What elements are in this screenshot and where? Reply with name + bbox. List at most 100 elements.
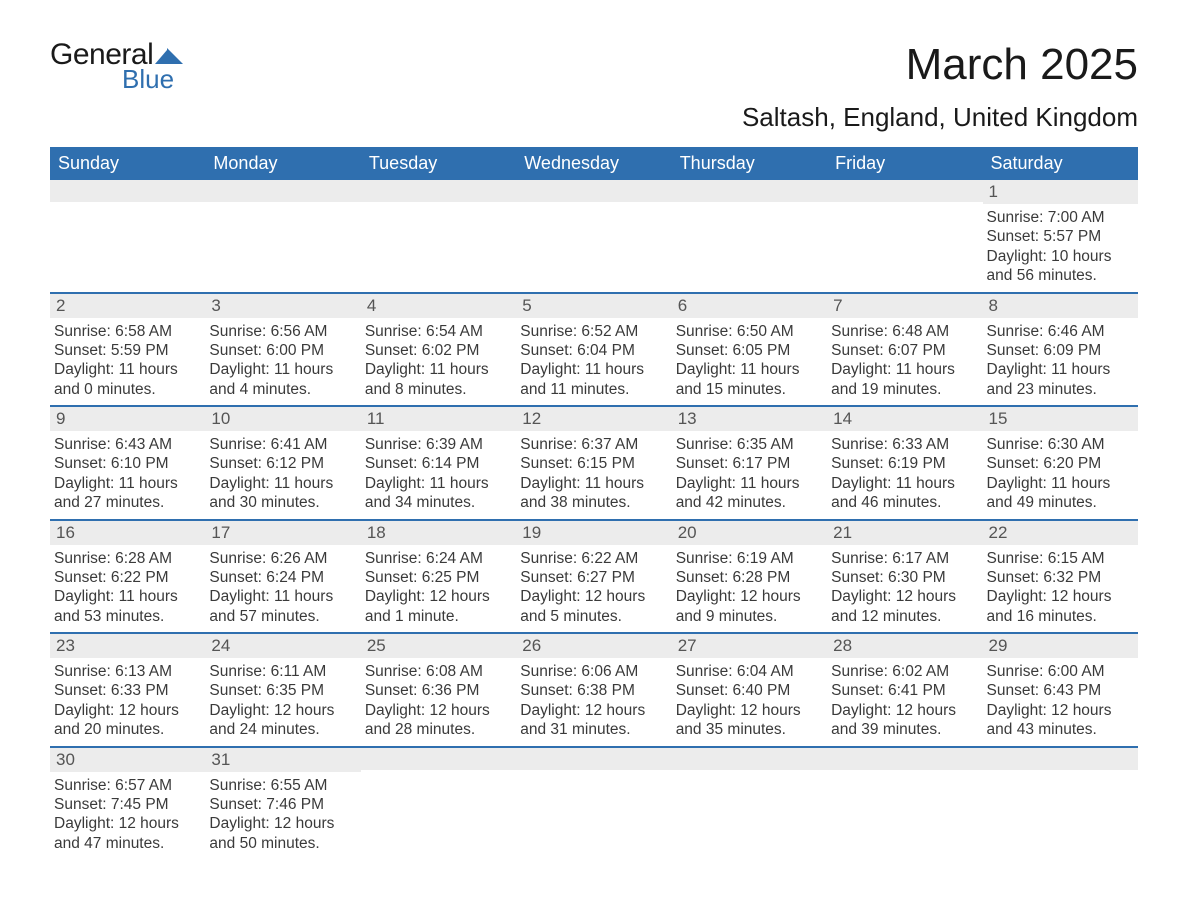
day-body bbox=[361, 202, 516, 272]
day-body: Sunrise: 7:00 AMSunset: 5:57 PMDaylight:… bbox=[983, 204, 1138, 292]
day-daylight: Daylight: 11 hours and 38 minutes. bbox=[520, 474, 667, 513]
day-body: Sunrise: 6:11 AMSunset: 6:35 PMDaylight:… bbox=[205, 658, 360, 746]
day-daylight: Daylight: 12 hours and 35 minutes. bbox=[676, 701, 823, 740]
day-sunset: Sunset: 5:59 PM bbox=[54, 341, 201, 360]
day-daylight: Daylight: 12 hours and 9 minutes. bbox=[676, 587, 823, 626]
day-sunrise: Sunrise: 6:58 AM bbox=[54, 322, 201, 341]
day-sunrise: Sunrise: 7:00 AM bbox=[987, 208, 1134, 227]
day-cell: 16Sunrise: 6:28 AMSunset: 6:22 PMDayligh… bbox=[50, 521, 205, 633]
day-number: 18 bbox=[361, 521, 516, 545]
day-sunrise: Sunrise: 6:52 AM bbox=[520, 322, 667, 341]
day-sunrise: Sunrise: 6:19 AM bbox=[676, 549, 823, 568]
day-cell: 27Sunrise: 6:04 AMSunset: 6:40 PMDayligh… bbox=[672, 634, 827, 746]
day-daylight: Daylight: 11 hours and 23 minutes. bbox=[987, 360, 1134, 399]
day-number: 24 bbox=[205, 634, 360, 658]
day-sunset: Sunset: 6:12 PM bbox=[209, 454, 356, 473]
day-sunset: Sunset: 6:38 PM bbox=[520, 681, 667, 700]
day-sunset: Sunset: 6:07 PM bbox=[831, 341, 978, 360]
week-row: 16Sunrise: 6:28 AMSunset: 6:22 PMDayligh… bbox=[50, 519, 1138, 633]
day-daylight: Daylight: 11 hours and 11 minutes. bbox=[520, 360, 667, 399]
day-body: Sunrise: 6:13 AMSunset: 6:33 PMDaylight:… bbox=[50, 658, 205, 746]
day-daylight: Daylight: 12 hours and 12 minutes. bbox=[831, 587, 978, 626]
day-body: Sunrise: 6:26 AMSunset: 6:24 PMDaylight:… bbox=[205, 545, 360, 633]
day-number bbox=[516, 180, 671, 202]
day-number bbox=[50, 180, 205, 202]
day-cell: 13Sunrise: 6:35 AMSunset: 6:17 PMDayligh… bbox=[672, 407, 827, 519]
day-daylight: Daylight: 11 hours and 8 minutes. bbox=[365, 360, 512, 399]
day-body: Sunrise: 6:41 AMSunset: 6:12 PMDaylight:… bbox=[205, 431, 360, 519]
day-cell: 20Sunrise: 6:19 AMSunset: 6:28 PMDayligh… bbox=[672, 521, 827, 633]
day-cell: 26Sunrise: 6:06 AMSunset: 6:38 PMDayligh… bbox=[516, 634, 671, 746]
day-sunrise: Sunrise: 6:48 AM bbox=[831, 322, 978, 341]
day-cell: 18Sunrise: 6:24 AMSunset: 6:25 PMDayligh… bbox=[361, 521, 516, 633]
day-sunrise: Sunrise: 6:56 AM bbox=[209, 322, 356, 341]
day-sunrise: Sunrise: 6:30 AM bbox=[987, 435, 1134, 454]
day-body: Sunrise: 6:35 AMSunset: 6:17 PMDaylight:… bbox=[672, 431, 827, 519]
day-body: Sunrise: 6:50 AMSunset: 6:05 PMDaylight:… bbox=[672, 318, 827, 406]
day-body: Sunrise: 6:17 AMSunset: 6:30 PMDaylight:… bbox=[827, 545, 982, 633]
day-sunset: Sunset: 6:10 PM bbox=[54, 454, 201, 473]
day-number: 11 bbox=[361, 407, 516, 431]
day-sunrise: Sunrise: 6:57 AM bbox=[54, 776, 201, 795]
day-number: 3 bbox=[205, 294, 360, 318]
day-body: Sunrise: 6:43 AMSunset: 6:10 PMDaylight:… bbox=[50, 431, 205, 519]
day-sunset: Sunset: 6:32 PM bbox=[987, 568, 1134, 587]
day-daylight: Daylight: 11 hours and 0 minutes. bbox=[54, 360, 201, 399]
day-body: Sunrise: 6:28 AMSunset: 6:22 PMDaylight:… bbox=[50, 545, 205, 633]
day-cell: 7Sunrise: 6:48 AMSunset: 6:07 PMDaylight… bbox=[827, 294, 982, 406]
day-number: 28 bbox=[827, 634, 982, 658]
day-number bbox=[205, 180, 360, 202]
day-cell: 25Sunrise: 6:08 AMSunset: 6:36 PMDayligh… bbox=[361, 634, 516, 746]
day-cell: 2Sunrise: 6:58 AMSunset: 5:59 PMDaylight… bbox=[50, 294, 205, 406]
day-sunset: Sunset: 6:05 PM bbox=[676, 341, 823, 360]
logo-text-blue: Blue bbox=[122, 66, 183, 92]
day-body: Sunrise: 6:00 AMSunset: 6:43 PMDaylight:… bbox=[983, 658, 1138, 746]
day-number: 9 bbox=[50, 407, 205, 431]
day-cell: 31Sunrise: 6:55 AMSunset: 7:46 PMDayligh… bbox=[205, 748, 360, 860]
day-sunrise: Sunrise: 6:08 AM bbox=[365, 662, 512, 681]
day-sunrise: Sunrise: 6:02 AM bbox=[831, 662, 978, 681]
week-row: 1Sunrise: 7:00 AMSunset: 5:57 PMDaylight… bbox=[50, 180, 1138, 292]
dow-cell: Thursday bbox=[672, 147, 827, 180]
day-body: Sunrise: 6:24 AMSunset: 6:25 PMDaylight:… bbox=[361, 545, 516, 633]
day-number: 26 bbox=[516, 634, 671, 658]
day-sunrise: Sunrise: 6:50 AM bbox=[676, 322, 823, 341]
week-row: 23Sunrise: 6:13 AMSunset: 6:33 PMDayligh… bbox=[50, 632, 1138, 746]
day-sunrise: Sunrise: 6:13 AM bbox=[54, 662, 201, 681]
day-number: 22 bbox=[983, 521, 1138, 545]
dow-cell: Saturday bbox=[983, 147, 1138, 180]
day-body: Sunrise: 6:19 AMSunset: 6:28 PMDaylight:… bbox=[672, 545, 827, 633]
day-body bbox=[827, 770, 982, 840]
page-title: March 2025 bbox=[742, 40, 1138, 90]
day-sunset: Sunset: 6:27 PM bbox=[520, 568, 667, 587]
day-sunrise: Sunrise: 6:43 AM bbox=[54, 435, 201, 454]
day-number: 5 bbox=[516, 294, 671, 318]
day-body: Sunrise: 6:46 AMSunset: 6:09 PMDaylight:… bbox=[983, 318, 1138, 406]
logo-mark-icon bbox=[155, 44, 183, 66]
day-number: 21 bbox=[827, 521, 982, 545]
day-daylight: Daylight: 11 hours and 30 minutes. bbox=[209, 474, 356, 513]
day-daylight: Daylight: 12 hours and 20 minutes. bbox=[54, 701, 201, 740]
day-number bbox=[827, 748, 982, 770]
day-daylight: Daylight: 12 hours and 47 minutes. bbox=[54, 814, 201, 853]
day-cell: 30Sunrise: 6:57 AMSunset: 7:45 PMDayligh… bbox=[50, 748, 205, 860]
day-number: 12 bbox=[516, 407, 671, 431]
day-cell bbox=[827, 748, 982, 860]
day-daylight: Daylight: 11 hours and 15 minutes. bbox=[676, 360, 823, 399]
day-body bbox=[361, 770, 516, 840]
day-sunrise: Sunrise: 6:46 AM bbox=[987, 322, 1134, 341]
header: General Blue March 2025 Saltash, England… bbox=[50, 40, 1138, 133]
dow-cell: Wednesday bbox=[516, 147, 671, 180]
day-daylight: Daylight: 11 hours and 46 minutes. bbox=[831, 474, 978, 513]
day-daylight: Daylight: 12 hours and 43 minutes. bbox=[987, 701, 1134, 740]
day-cell: 28Sunrise: 6:02 AMSunset: 6:41 PMDayligh… bbox=[827, 634, 982, 746]
day-cell: 3Sunrise: 6:56 AMSunset: 6:00 PMDaylight… bbox=[205, 294, 360, 406]
day-cell bbox=[672, 748, 827, 860]
day-body: Sunrise: 6:04 AMSunset: 6:40 PMDaylight:… bbox=[672, 658, 827, 746]
day-number: 29 bbox=[983, 634, 1138, 658]
day-sunset: Sunset: 6:33 PM bbox=[54, 681, 201, 700]
day-number bbox=[827, 180, 982, 202]
day-cell bbox=[361, 748, 516, 860]
day-sunrise: Sunrise: 6:55 AM bbox=[209, 776, 356, 795]
day-sunrise: Sunrise: 6:39 AM bbox=[365, 435, 512, 454]
